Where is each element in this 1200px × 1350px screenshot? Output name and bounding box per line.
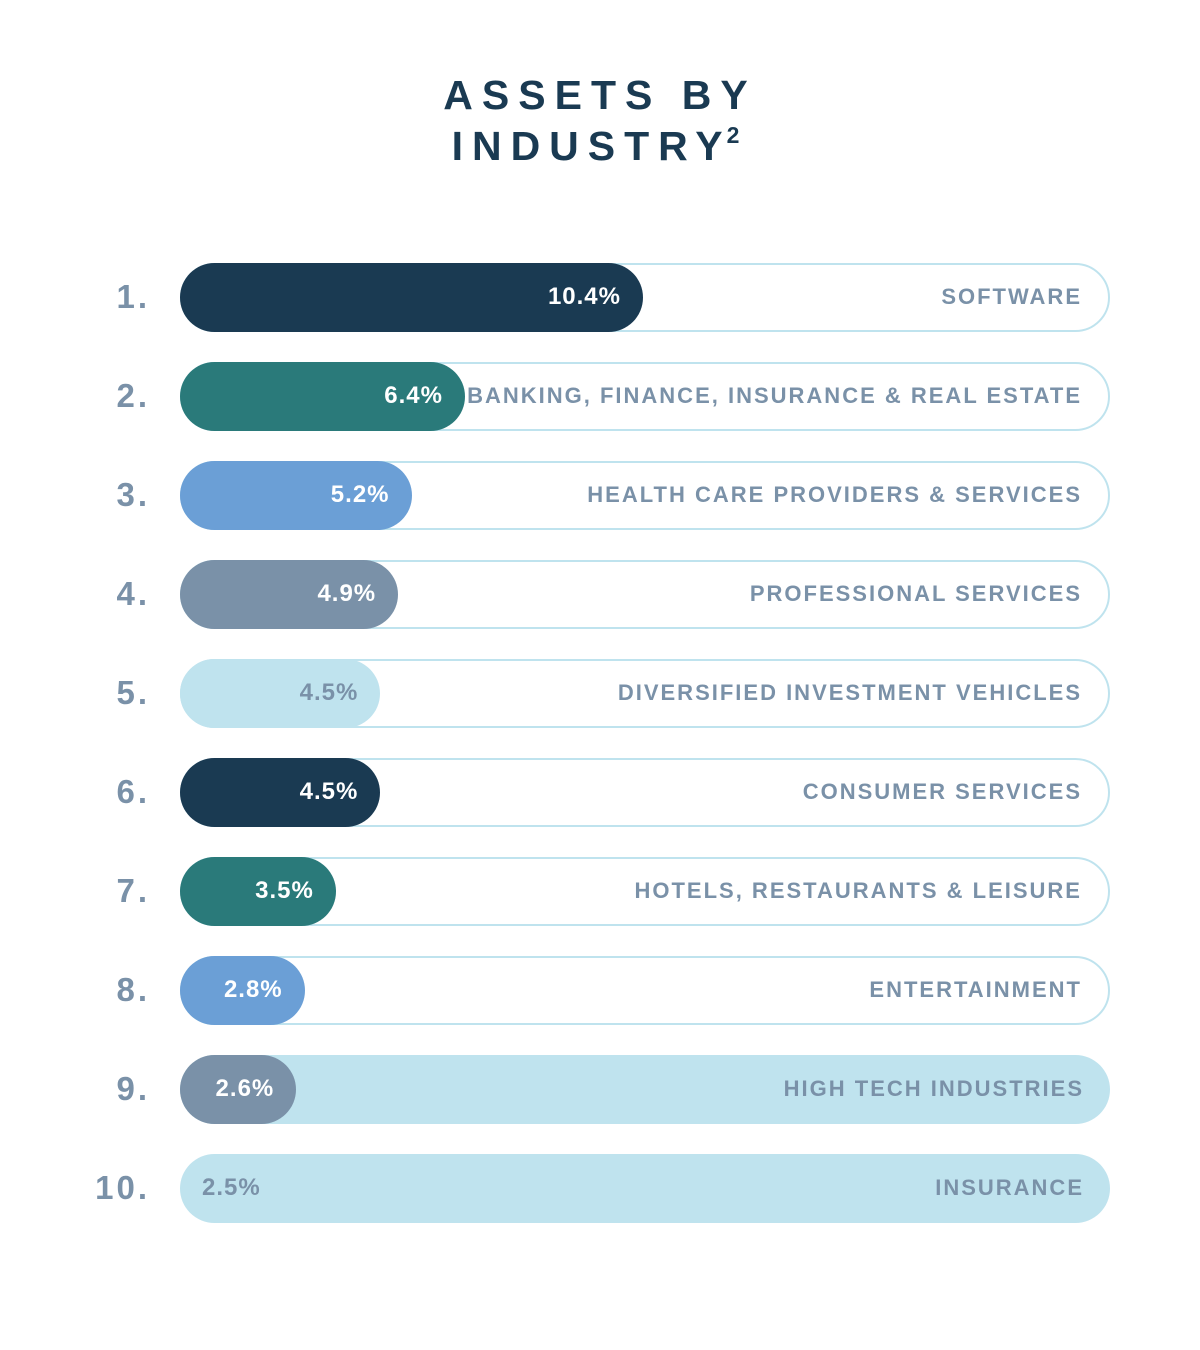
rank-number: 2. (90, 377, 180, 415)
rank-number: 10. (90, 1169, 180, 1207)
bar-track: 2.8% ENTERTAINMENT (180, 956, 1110, 1025)
bar-label: INSURANCE (935, 1175, 1084, 1201)
bar-fill: 5.2% (180, 461, 412, 530)
chart-title: ASSETS BY INDUSTRY2 (90, 70, 1110, 173)
bar-fill: 10.4% (180, 263, 643, 332)
bar-track: 2.6% HIGH TECH INDUSTRIES (180, 1055, 1110, 1124)
bar-row: 8. 2.8% ENTERTAINMENT (90, 956, 1110, 1025)
bar-label: HIGH TECH INDUSTRIES (784, 1076, 1084, 1102)
title-superscript: 2 (727, 122, 749, 148)
bar-track: 10.4% SOFTWARE (180, 263, 1110, 332)
bar-percentage: 4.9% (317, 580, 376, 608)
bar-percentage: 6.4% (384, 382, 443, 410)
assets-by-industry-chart: 1. 10.4% SOFTWARE 2. 6.4% BANKING, FINANCE, I… (90, 263, 1110, 1223)
bar-label: PROFESSIONAL SERVICES (750, 581, 1082, 607)
rank-number: 3. (90, 476, 180, 514)
bar-track: 4.9% PROFESSIONAL SERVICES (180, 560, 1110, 629)
bar-percentage: 4.5% (300, 778, 359, 806)
rank-number: 4. (90, 575, 180, 613)
rank-number: 7. (90, 872, 180, 910)
bar-percentage: 3.5% (255, 877, 314, 905)
bar-track: 4.5% CONSUMER SERVICES (180, 758, 1110, 827)
bar-percentage: 4.5% (300, 679, 359, 707)
rank-number: 8. (90, 971, 180, 1009)
rank-number: 6. (90, 773, 180, 811)
bar-fill: 4.5% (180, 758, 380, 827)
bar-fill: 3.5% (180, 857, 336, 926)
bar-label: CONSUMER SERVICES (803, 779, 1082, 805)
bar-label: SOFTWARE (941, 284, 1082, 310)
bar-label: BANKING, FINANCE, INSURANCE & REAL ESTAT… (467, 383, 1082, 409)
bar-label: HEALTH CARE PROVIDERS & SERVICES (587, 482, 1082, 508)
bar-percentage: 2.5% (202, 1174, 261, 1202)
bar-fill: 2.6% (180, 1055, 296, 1124)
bar-label: ENTERTAINMENT (869, 977, 1082, 1003)
bar-row: 1. 10.4% SOFTWARE (90, 263, 1110, 332)
bar-track: 6.4% BANKING, FINANCE, INSURANCE & REAL E… (180, 362, 1110, 431)
title-line-2: INDUSTRY2 (90, 121, 1110, 172)
bar-row: 6. 4.5% CONSUMER SERVICES (90, 758, 1110, 827)
bar-track: 4.5% DIVERSIFIED INVESTMENT VEHICLES (180, 659, 1110, 728)
bar-fill: 4.5% (180, 659, 380, 728)
bar-percentage: 5.2% (331, 481, 390, 509)
bar-row: 9. 2.6% HIGH TECH INDUSTRIES (90, 1055, 1110, 1124)
bar-track: 2.5% INSURANCE (180, 1154, 1110, 1223)
bar-row: 2. 6.4% BANKING, FINANCE, INSURANCE & REAL… (90, 362, 1110, 431)
bar-row: 4. 4.9% PROFESSIONAL SERVICES (90, 560, 1110, 629)
bar-percentage: 2.6% (216, 1075, 275, 1103)
bar-percentage: 2.8% (224, 976, 283, 1004)
bar-fill: 4.9% (180, 560, 398, 629)
bar-track: 5.2% HEALTH CARE PROVIDERS & SERVICES (180, 461, 1110, 530)
bar-row: 5. 4.5% DIVERSIFIED INVESTMENT VEHICLES (90, 659, 1110, 728)
bar-row: 7. 3.5% HOTELS, RESTAURANTS & LEISURE (90, 857, 1110, 926)
bar-row: 3. 5.2% HEALTH CARE PROVIDERS & SERVICES (90, 461, 1110, 530)
bar-label: HOTELS, RESTAURANTS & LEISURE (634, 878, 1082, 904)
rank-number: 9. (90, 1070, 180, 1108)
rank-number: 5. (90, 674, 180, 712)
bar-label: DIVERSIFIED INVESTMENT VEHICLES (618, 680, 1082, 706)
bar-row: 10. 2.5% INSURANCE (90, 1154, 1110, 1223)
bar-track: 3.5% HOTELS, RESTAURANTS & LEISURE (180, 857, 1110, 926)
bar-percentage: 10.4% (548, 283, 621, 311)
rank-number: 1. (90, 278, 180, 316)
title-line-1: ASSETS BY (90, 70, 1110, 121)
bar-fill: 6.4% (180, 362, 465, 431)
bar-fill: 2.8% (180, 956, 305, 1025)
